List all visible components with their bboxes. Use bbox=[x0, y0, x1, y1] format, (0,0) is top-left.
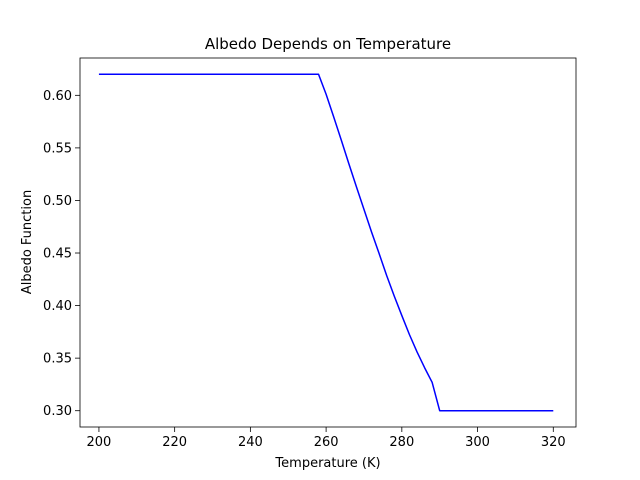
y-tick-label: 0.45 bbox=[43, 247, 72, 262]
x-tick-label: 300 bbox=[465, 435, 490, 450]
plot-frame bbox=[79, 57, 577, 428]
x-tick-label: 320 bbox=[541, 435, 566, 450]
x-tick-label: 200 bbox=[87, 435, 112, 450]
x-tick-label: 260 bbox=[314, 435, 339, 450]
series-line-0 bbox=[98, 73, 554, 412]
x-axis-title: Temperature (K) bbox=[274, 456, 380, 471]
chart-title: Albedo Depends on Temperature bbox=[205, 35, 451, 53]
x-tick-label: 240 bbox=[238, 435, 263, 450]
y-tick-label: 0.35 bbox=[43, 352, 72, 367]
y-tick-label: 0.55 bbox=[43, 141, 72, 156]
y-tick-label: 0.50 bbox=[43, 194, 72, 209]
plot-background bbox=[80, 58, 576, 427]
x-tick-label: 280 bbox=[389, 435, 414, 450]
y-tick-label: 0.40 bbox=[43, 299, 72, 314]
y-axis: 0.30 0.35 0.40 0.45 0.50 0.55 0.60 bbox=[43, 89, 80, 419]
plot-area bbox=[79, 57, 577, 428]
x-tick-label: 220 bbox=[162, 435, 187, 450]
y-axis-title: Albedo Function bbox=[20, 190, 35, 294]
y-tick-label: 0.60 bbox=[43, 89, 72, 104]
y-tick-label: 0.30 bbox=[43, 404, 72, 419]
x-axis: 200 220 240 260 280 300 320 bbox=[87, 427, 566, 450]
